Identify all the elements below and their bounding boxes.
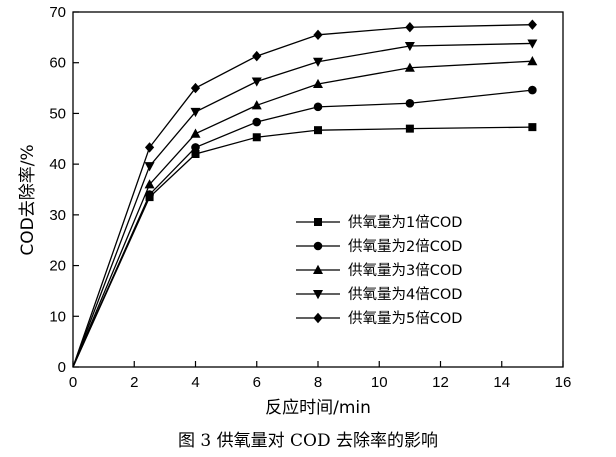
data-point-s1 bbox=[252, 133, 261, 142]
figure-caption: 图 3 供氧量对 COD 去除率的影响 bbox=[177, 431, 438, 451]
data-point-s2 bbox=[145, 190, 154, 199]
data-point-s3 bbox=[144, 179, 155, 189]
data-point-s3 bbox=[190, 128, 201, 138]
legend-marker-3 bbox=[313, 264, 323, 274]
data-point-s1 bbox=[405, 124, 414, 133]
legend-label-3: 供氧量为3倍COD bbox=[348, 262, 462, 279]
x-tick-label: 0 bbox=[69, 374, 77, 391]
series-line-1 bbox=[72, 126, 533, 368]
series-line-5 bbox=[72, 24, 533, 368]
x-tick-label: 2 bbox=[130, 374, 138, 391]
data-point-s3 bbox=[527, 55, 538, 66]
x-tick-label: 8 bbox=[314, 374, 322, 391]
data-point-s2 bbox=[405, 98, 415, 108]
legend-marker-5 bbox=[313, 312, 323, 324]
legend-marker-2 bbox=[313, 241, 323, 251]
y-axis-title: COD去除率/% bbox=[18, 144, 38, 255]
legend-label-4: 供氧量为4倍COD bbox=[348, 286, 462, 303]
data-point-s4 bbox=[190, 107, 201, 118]
data-point-s2 bbox=[252, 117, 262, 127]
y-tick-label: 40 bbox=[49, 156, 66, 173]
x-tick-label: 6 bbox=[253, 374, 261, 391]
x-tick-label: 14 bbox=[493, 374, 510, 391]
y-tick-label: 50 bbox=[49, 105, 66, 122]
legend-label-1: 供氧量为1倍COD bbox=[348, 214, 462, 231]
legend-label-2: 供氧量为2倍COD bbox=[348, 238, 462, 255]
legend-marker-1 bbox=[314, 218, 322, 226]
x-tick-label: 16 bbox=[555, 374, 572, 391]
data-point-s4 bbox=[527, 39, 538, 49]
data-point-s5 bbox=[313, 29, 323, 41]
y-tick-label: 0 bbox=[58, 359, 66, 376]
data-point-s3 bbox=[404, 62, 415, 72]
data-point-s4 bbox=[313, 57, 323, 67]
data-point-s4 bbox=[144, 162, 155, 172]
axis-ticks: 0 2 4 6 8 10 12 14 16 0 10 20 30 40 50 60 70 bbox=[49, 4, 571, 391]
y-tick-label: 30 bbox=[49, 207, 66, 224]
legend-label-5: 供氧量为5倍COD bbox=[348, 310, 462, 327]
data-point-s1 bbox=[528, 123, 537, 132]
data-point-s5 bbox=[144, 142, 155, 153]
y-tick-label: 20 bbox=[49, 258, 66, 275]
data-point-s4 bbox=[404, 41, 415, 52]
data-point-s2 bbox=[191, 143, 200, 152]
series-group bbox=[72, 19, 538, 368]
x-tick-label: 10 bbox=[371, 374, 388, 391]
x-tick-label: 4 bbox=[191, 374, 199, 391]
data-point-s4 bbox=[251, 77, 262, 87]
data-point-s5 bbox=[527, 19, 537, 30]
y-tick-label: 10 bbox=[49, 308, 66, 325]
data-point-s2 bbox=[313, 102, 323, 112]
y-tick-label: 70 bbox=[49, 4, 66, 21]
data-point-s3 bbox=[251, 100, 262, 110]
y-tick-label: 60 bbox=[49, 55, 66, 72]
data-point-s2 bbox=[528, 85, 537, 95]
data-point-s1 bbox=[191, 150, 200, 158]
legend-marker-4 bbox=[313, 290, 323, 300]
x-axis-title: 反应时间/min bbox=[265, 398, 371, 418]
data-point-s5 bbox=[405, 22, 415, 33]
data-point-s5 bbox=[190, 82, 201, 94]
x-tick-label: 12 bbox=[432, 374, 449, 391]
data-point-s3 bbox=[313, 78, 323, 89]
legend: 供氧量为1倍COD 供氧量为2倍COD 供氧量为3倍COD 供氧量为4倍COD 供氧量为… bbox=[296, 214, 462, 327]
data-point-s5 bbox=[252, 50, 262, 62]
data-point-s1 bbox=[314, 126, 322, 135]
